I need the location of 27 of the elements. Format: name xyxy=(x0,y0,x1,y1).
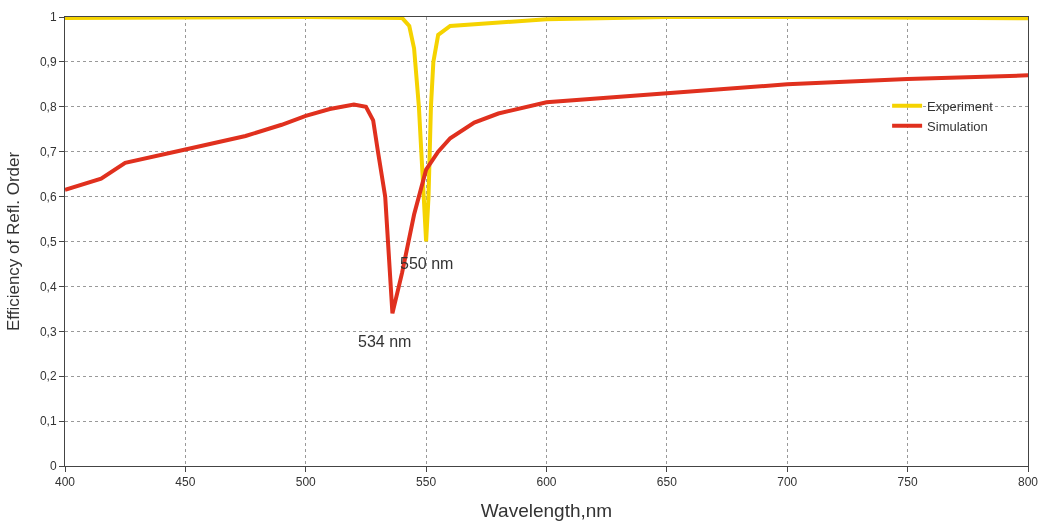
y-tick-label: 0,3 xyxy=(39,324,57,339)
x-tick-label: 600 xyxy=(536,475,557,490)
x-tick-label: 800 xyxy=(1017,475,1039,490)
x-tick-label: 700 xyxy=(777,475,798,490)
line-series xyxy=(65,17,1028,244)
annotation: 534 nm xyxy=(358,333,412,350)
y-tick-label: 0,7 xyxy=(39,144,57,159)
x-axis-title: Wavelength,nm xyxy=(480,500,613,522)
x-tick-label: 650 xyxy=(656,475,678,490)
x-tick-label: 400 xyxy=(54,475,76,490)
legend-label: Simulation xyxy=(927,118,988,134)
y-tick-label: 0,6 xyxy=(39,189,57,204)
y-tick-label: 0,1 xyxy=(39,414,57,429)
y-tick-label: 0,4 xyxy=(39,279,57,294)
y-tick-label: 0,8 xyxy=(39,100,57,114)
legend-label: Experiment xyxy=(927,98,994,114)
x-tick-label: 750 xyxy=(897,475,918,490)
y-tick-label: 0,9 xyxy=(39,55,57,70)
y-tick-label: 0 xyxy=(49,459,57,474)
x-tick-label: 450 xyxy=(175,475,196,490)
y-axis-title: Efficiency of Refl. Order xyxy=(4,151,24,332)
y-tick-label: 0,5 xyxy=(39,234,57,249)
line-series xyxy=(65,73,1028,316)
y-tick-label: 1 xyxy=(49,10,57,25)
x-tick-label: 550 xyxy=(416,475,437,490)
x-tick-label: 500 xyxy=(295,475,317,490)
y-tick-label: 0,2 xyxy=(39,369,57,384)
